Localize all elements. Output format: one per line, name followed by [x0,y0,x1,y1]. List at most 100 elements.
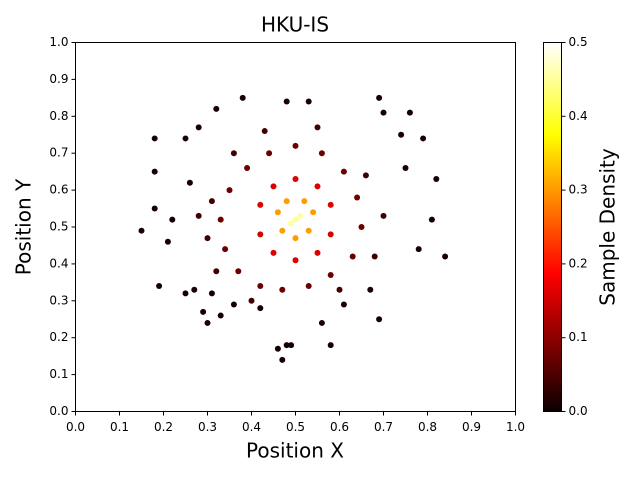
point [288,342,295,349]
point [376,94,383,101]
point [274,345,281,352]
point [336,286,343,293]
x-tick-label: 0.3 [198,420,217,434]
point [204,235,211,242]
point [402,164,409,171]
x-axis-label: Position X [246,439,344,463]
point [230,150,237,157]
y-tick-label: 0.7 [49,146,68,160]
y-tick-label: 0.5 [49,220,68,234]
point [415,246,422,253]
point [230,301,237,308]
colorbar-tick-label: 0.3 [569,183,588,197]
point [213,105,220,112]
point [349,253,356,260]
y-axis-label: Position Y [12,178,36,275]
y-tick-label: 0.3 [49,293,68,307]
point [248,297,255,304]
colorbar-label: Sample Density [596,148,620,306]
point [406,109,413,116]
point [318,150,325,157]
point [420,135,427,142]
x-tick-label: 0.4 [242,420,261,434]
point [292,216,299,223]
point [279,356,286,363]
point [314,249,321,256]
point [340,301,347,308]
point [257,201,264,208]
y-tick-label: 1.0 [49,35,68,49]
x-tick-label: 1.0 [506,420,525,434]
point [428,216,435,223]
point [376,316,383,323]
point [208,290,215,297]
point [442,253,449,260]
point [208,198,215,205]
point [244,164,251,171]
point [288,220,295,227]
point [327,271,334,278]
point [283,198,290,205]
x-tick-label: 0.6 [330,420,349,434]
point [305,227,312,234]
chart-title: HKU-IS [261,13,329,37]
point [261,128,268,135]
x-tick-label: 0.8 [418,420,437,434]
point [380,212,387,219]
point [354,194,361,201]
y-tick-label: 0.4 [49,256,68,270]
point [156,283,163,290]
x-tick-label: 0.0 [66,420,85,434]
point [301,198,308,205]
colorbar-tick-label: 0.0 [569,404,588,418]
point [327,231,334,238]
point [380,109,387,116]
point [305,98,312,105]
point [314,183,321,190]
point [164,238,171,245]
point [182,290,189,297]
point [151,135,158,142]
colorbar [543,42,562,412]
point [305,283,312,290]
point [182,135,189,142]
point [292,257,299,264]
point [195,124,202,131]
point [138,227,145,234]
point [283,98,290,105]
colorbar-tick-label: 0.2 [569,256,588,270]
point [279,227,286,234]
point [200,308,207,315]
point [257,283,264,290]
y-tick-label: 0.1 [49,367,68,381]
point [257,231,264,238]
point [358,224,365,230]
colorbar-tick-label: 0.1 [569,330,588,344]
y-tick-label: 0.9 [49,72,68,86]
point [235,268,242,275]
x-tick-label: 0.5 [286,420,305,434]
point [398,131,405,138]
x-tick-label: 0.1 [110,420,129,434]
point [310,209,317,216]
point [274,209,281,216]
point [362,172,369,179]
point [292,142,299,149]
y-tick-label: 0.2 [49,330,68,344]
point [279,286,286,293]
point [292,235,299,242]
point [213,268,220,275]
point [217,216,224,223]
point [217,312,224,319]
point [169,216,176,223]
plot-points [138,94,449,363]
colorbar-tick-label: 0.5 [569,35,588,49]
point [327,201,334,208]
point [270,183,277,190]
point [226,187,233,194]
point [151,205,158,212]
point [191,286,198,293]
point [204,319,211,326]
point [340,168,347,175]
